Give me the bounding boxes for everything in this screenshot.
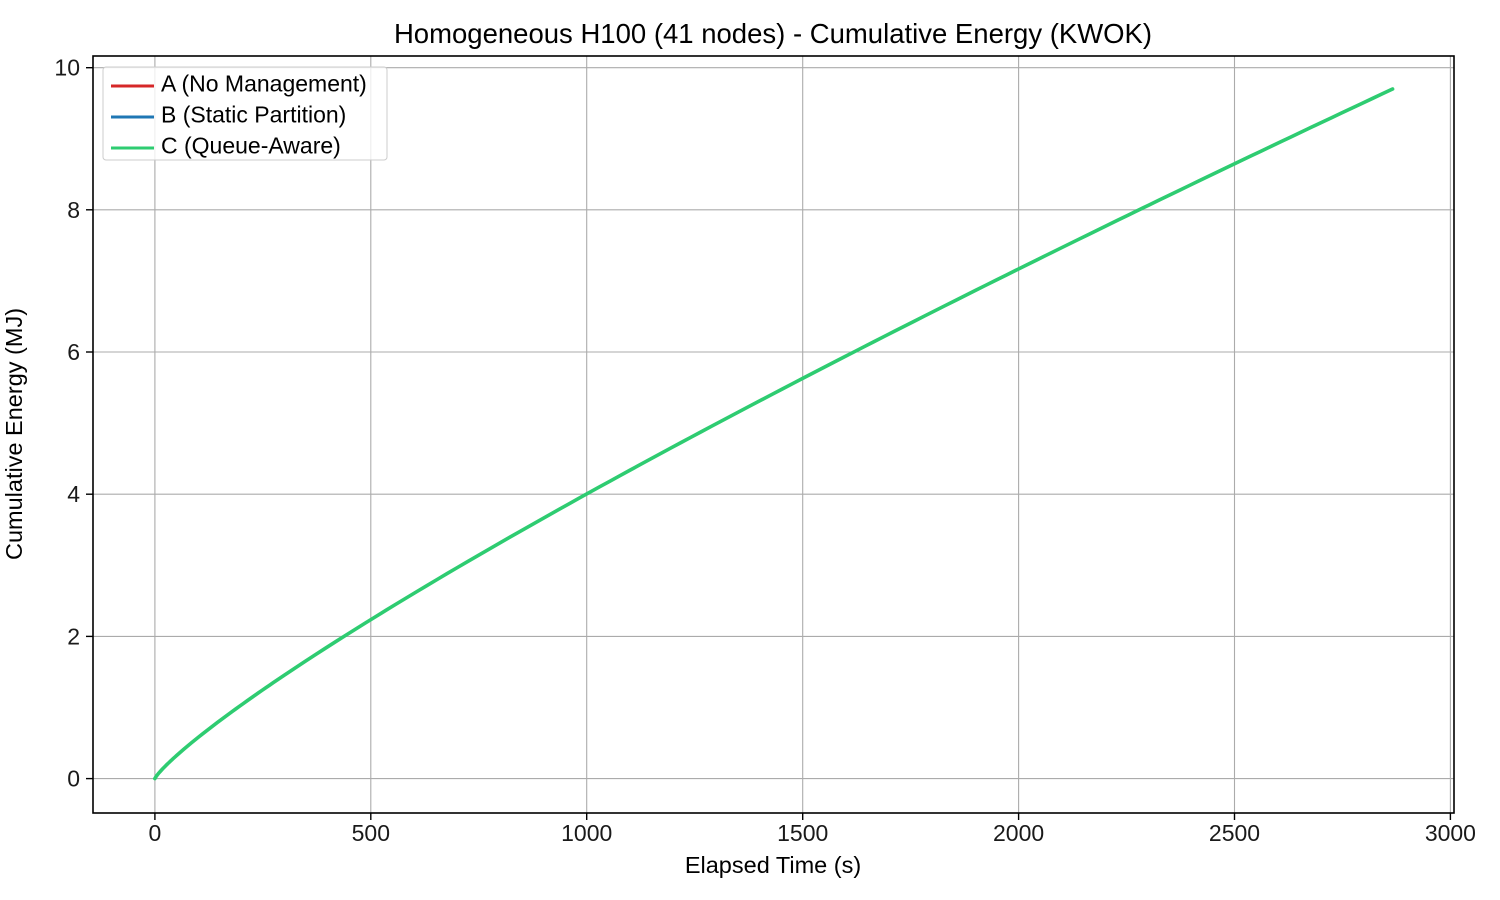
svg-text:3000: 3000 xyxy=(1425,820,1476,846)
svg-text:500: 500 xyxy=(352,820,390,846)
svg-text:C (Queue-Aware): C (Queue-Aware) xyxy=(161,133,341,159)
svg-text:2: 2 xyxy=(67,623,80,649)
svg-text:6: 6 xyxy=(67,339,80,365)
svg-text:Elapsed Time (s): Elapsed Time (s) xyxy=(685,852,861,878)
svg-text:8: 8 xyxy=(67,197,80,223)
svg-text:Cumulative Energy (MJ): Cumulative Energy (MJ) xyxy=(1,308,27,560)
svg-text:0: 0 xyxy=(67,766,80,792)
svg-text:2500: 2500 xyxy=(1209,820,1260,846)
svg-text:1000: 1000 xyxy=(561,820,612,846)
svg-text:4: 4 xyxy=(67,481,80,507)
svg-text:1500: 1500 xyxy=(777,820,828,846)
svg-text:A (No Management): A (No Management) xyxy=(161,71,367,97)
svg-text:B (Static Partition): B (Static Partition) xyxy=(161,102,346,128)
svg-text:2000: 2000 xyxy=(993,820,1044,846)
svg-text:Homogeneous H100 (41 nodes) -: Homogeneous H100 (41 nodes) - Cumulative… xyxy=(394,18,1152,49)
svg-text:10: 10 xyxy=(54,55,80,81)
svg-text:0: 0 xyxy=(149,820,162,846)
